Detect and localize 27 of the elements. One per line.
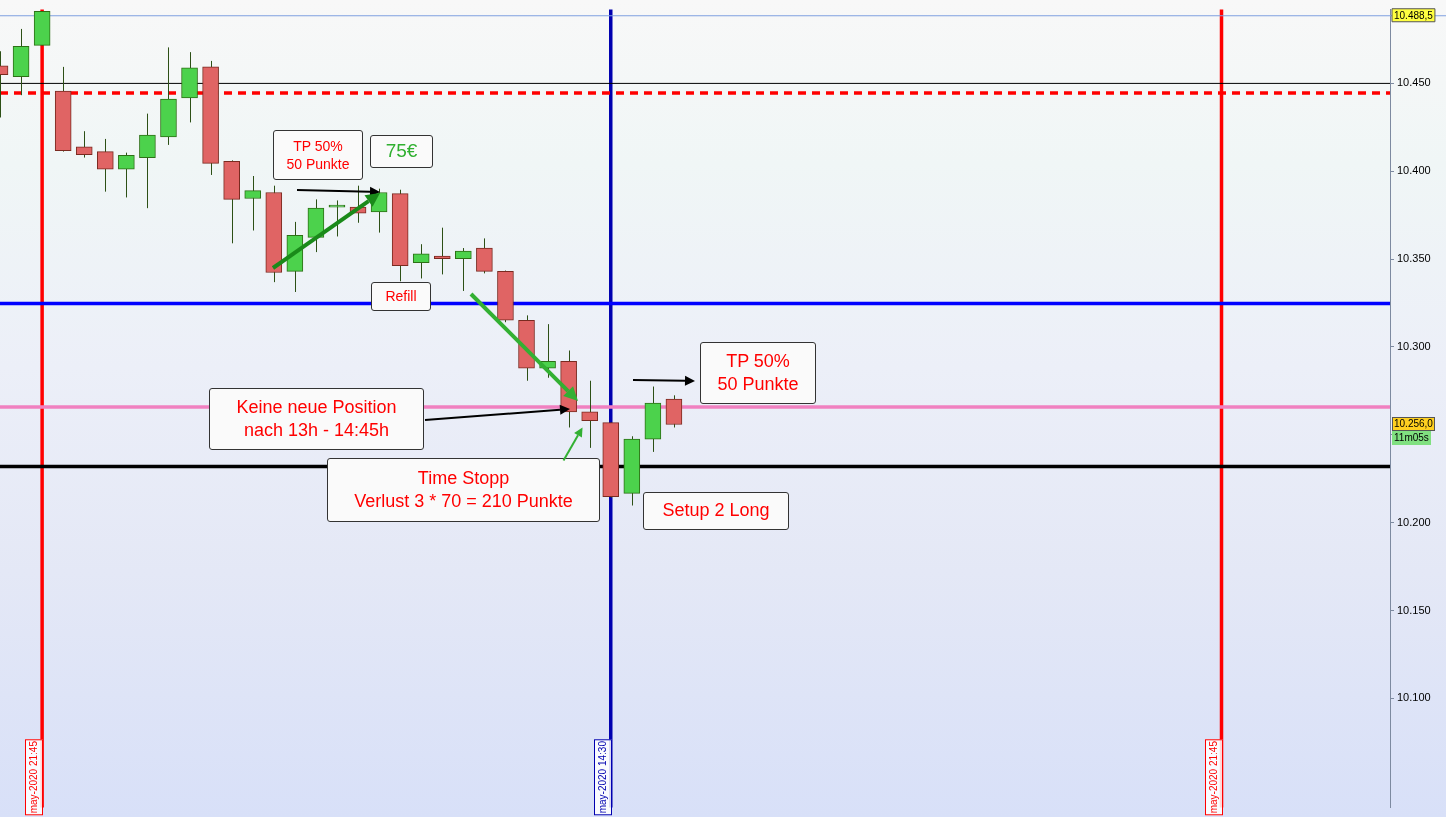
candlestick [412, 243, 430, 279]
candlestick [665, 394, 683, 428]
annotation: TP 50% 50 Punkte [273, 130, 363, 180]
annotation: may-2020 14:30 [593, 738, 612, 815]
y-tick-label: 10.300 [1397, 340, 1431, 353]
annotation: TP 50% 50 Punkte [700, 342, 816, 404]
text: 11m05s [1392, 431, 1431, 445]
annotation: Setup 2 Long [643, 492, 789, 530]
y-tick-label: 10.450 [1397, 76, 1431, 89]
annotation: may-2020 21:45 [1204, 738, 1223, 815]
annotation: 10.256,0 [1392, 417, 1435, 432]
annotation: 75€ [370, 135, 433, 168]
annotation: may-2020 21:45 [25, 738, 44, 815]
candlestick [455, 247, 472, 292]
y-tick-label: 10.350 [1397, 252, 1431, 265]
annotation: Keine neue Position nach 13h - 14:45h [209, 388, 424, 450]
candlestick [75, 130, 93, 159]
y-tick-label: 10.200 [1397, 515, 1431, 528]
ref-line-label: 10.488,5 [1394, 9, 1434, 21]
candlestick [476, 237, 493, 274]
y-tick-label: 10.100 [1397, 691, 1431, 704]
y-tick-label: 10.400 [1397, 164, 1431, 177]
y-tick-label: 10.150 [1397, 603, 1431, 616]
candlestick [139, 113, 156, 209]
annotation: Time Stopp Verlust 3 * 70 = 210 Punkte [327, 458, 600, 522]
candlestick [244, 175, 262, 231]
annotation: Refill [371, 282, 431, 311]
